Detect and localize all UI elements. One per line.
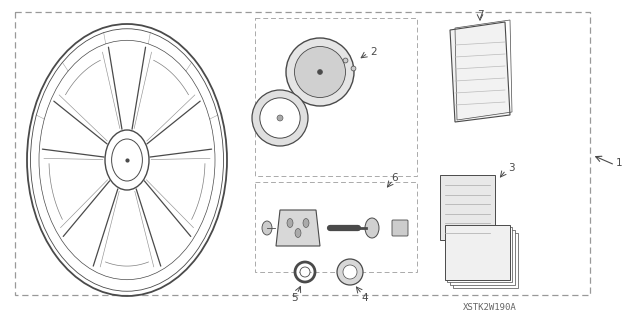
Polygon shape [447, 227, 512, 282]
Bar [15, 12, 590, 295]
Text: 4: 4 [362, 293, 368, 303]
FancyBboxPatch shape [392, 220, 408, 236]
Ellipse shape [295, 228, 301, 238]
Ellipse shape [262, 221, 272, 235]
Ellipse shape [260, 98, 300, 138]
Ellipse shape [365, 218, 379, 238]
Ellipse shape [343, 265, 357, 279]
Ellipse shape [317, 70, 323, 75]
Text: 5: 5 [292, 293, 298, 303]
Polygon shape [450, 22, 510, 122]
Ellipse shape [105, 130, 149, 190]
Polygon shape [453, 233, 518, 288]
Ellipse shape [294, 47, 346, 98]
Ellipse shape [277, 115, 283, 121]
Ellipse shape [286, 38, 354, 106]
Text: 2: 2 [370, 47, 376, 57]
Polygon shape [276, 210, 320, 246]
Polygon shape [450, 230, 515, 285]
Ellipse shape [303, 219, 309, 227]
Polygon shape [445, 225, 510, 280]
Text: 3: 3 [508, 163, 515, 173]
Ellipse shape [287, 219, 293, 227]
Text: 1: 1 [616, 158, 623, 168]
Ellipse shape [300, 267, 310, 277]
Text: 7: 7 [477, 10, 483, 20]
Text: XSTK2W190A: XSTK2W190A [463, 303, 517, 313]
Bar [255, 182, 417, 272]
Bar [255, 18, 417, 176]
Ellipse shape [252, 90, 308, 146]
Polygon shape [440, 175, 495, 240]
Text: 6: 6 [392, 173, 398, 183]
Ellipse shape [337, 259, 363, 285]
